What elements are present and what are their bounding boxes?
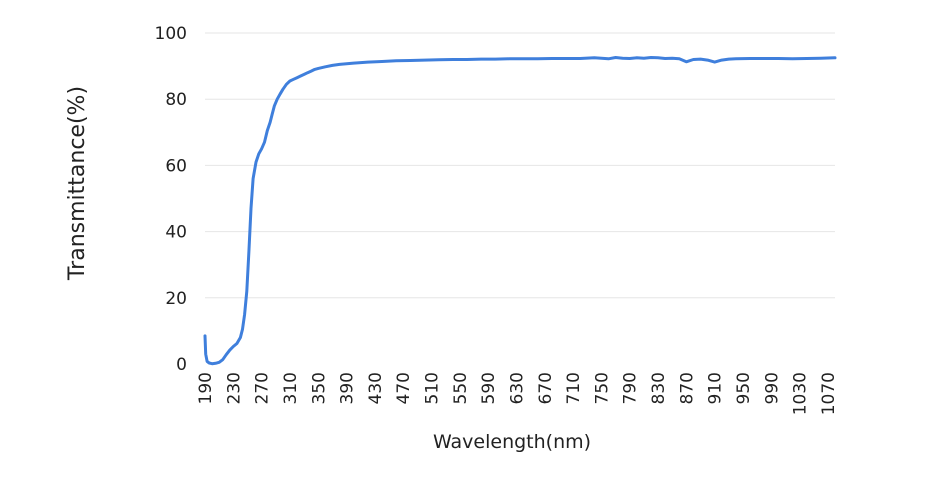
x-tick-label: 950 — [734, 372, 754, 404]
y-tick-label: 40 — [165, 223, 187, 243]
x-tick-label: 550 — [451, 372, 471, 404]
x-tick-label: 1030 — [791, 372, 811, 415]
y-axis-ticks: 0 20 40 60 80 100 — [155, 24, 187, 375]
y-tick-label: 80 — [165, 90, 187, 110]
x-tick-label: 710 — [564, 372, 584, 404]
series-line — [203, 56, 837, 366]
x-tick-label: 670 — [536, 372, 556, 404]
x-tick-label: 190 — [196, 372, 216, 404]
x-tick-label: 910 — [706, 372, 726, 404]
grid-lines — [205, 32, 835, 299]
x-tick-label: 870 — [677, 372, 697, 404]
y-tick-label: 100 — [155, 24, 187, 44]
x-tick-label: 350 — [309, 372, 329, 404]
x-tick-label: 990 — [762, 372, 782, 404]
x-tick-label: 750 — [592, 372, 612, 404]
x-tick-label: 430 — [366, 372, 386, 404]
y-tick-label: 60 — [165, 156, 187, 176]
x-tick-label: 310 — [281, 372, 301, 404]
y-tick-label: 0 — [176, 355, 187, 375]
x-tick-label: 790 — [621, 372, 641, 404]
x-tick-label: 270 — [253, 372, 273, 404]
series-layer — [203, 56, 837, 366]
y-axis-title: Transmittance(%) — [65, 86, 90, 281]
x-tick-label: 830 — [649, 372, 669, 404]
x-axis-ticks: 190 230 270 310 350 390 430 470 510 550 590 630 670 7… — [196, 372, 839, 415]
x-tick-label: 630 — [507, 372, 527, 404]
x-axis-title: Wavelength(nm) — [433, 431, 591, 453]
x-tick-label: 590 — [479, 372, 499, 404]
y-tick-label: 20 — [165, 289, 187, 309]
x-tick-label: 390 — [338, 372, 358, 404]
x-tick-label: 1070 — [819, 372, 839, 415]
x-tick-label: 470 — [394, 372, 414, 404]
x-tick-label: 230 — [224, 372, 244, 404]
x-tick-label: 510 — [423, 372, 443, 404]
